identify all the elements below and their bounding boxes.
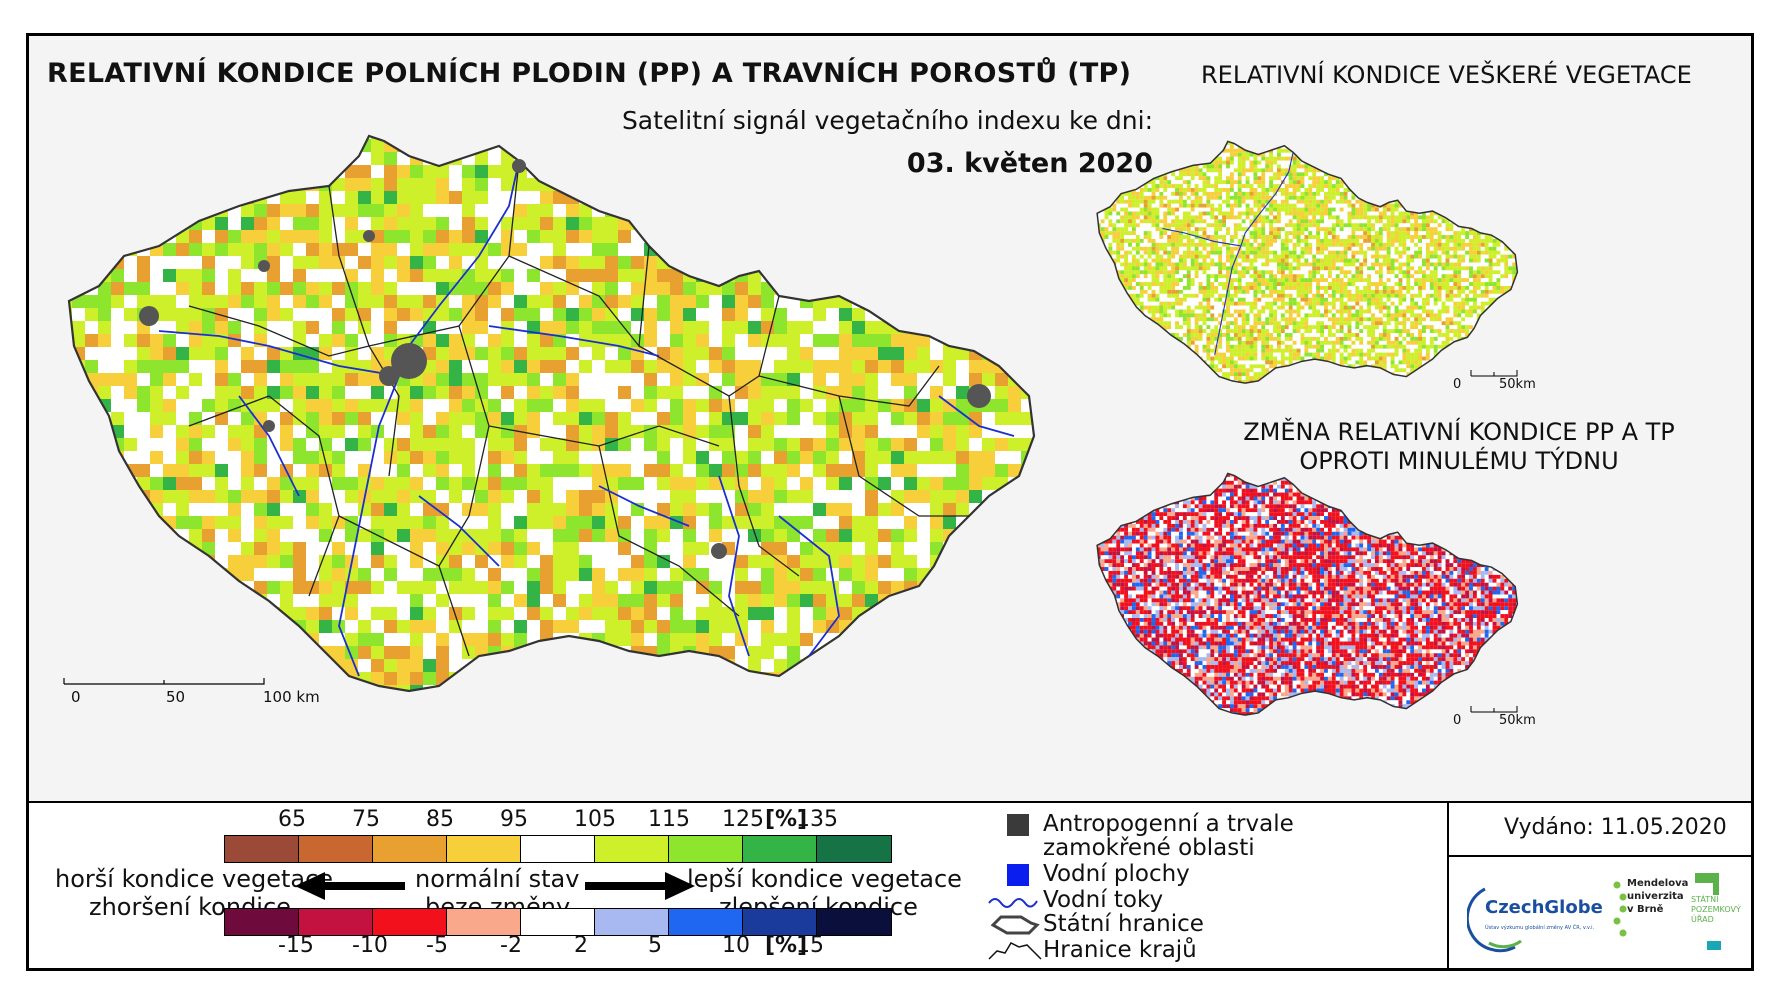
small-scale-0: 0 bbox=[1453, 377, 1462, 392]
region-border-icon bbox=[988, 941, 1042, 960]
arrow-left-icon bbox=[295, 872, 405, 900]
mendel-text: Mendelova univerzita v Brně bbox=[1627, 878, 1689, 915]
legend-swatch bbox=[521, 909, 595, 935]
map-frame: RELATIVNÍ KONDICE POLNÍCH PLODIN (PP) A … bbox=[26, 33, 1754, 971]
legend-swatch bbox=[225, 836, 299, 862]
change-color-bar bbox=[224, 908, 892, 936]
legend-swatch bbox=[817, 909, 891, 935]
legend-anthropogenic: Antropogenní a trvale bbox=[987, 811, 1294, 837]
small-scale-0b: 0 bbox=[1453, 713, 1462, 728]
river-line-icon bbox=[988, 897, 1038, 908]
legend-region-border: Hranice krajů bbox=[987, 937, 1197, 963]
legend-value: 95 bbox=[500, 807, 528, 832]
mendel-dots-icon bbox=[1613, 881, 1627, 937]
condition-unit: [%] bbox=[765, 807, 808, 832]
legend-swatch bbox=[373, 909, 447, 935]
scale-label-50: 50 bbox=[166, 688, 186, 706]
date-label: 03. květen 2020 bbox=[906, 148, 1153, 179]
legend-value: 115 bbox=[648, 807, 690, 832]
legend-state-border: Státní hranice bbox=[987, 911, 1204, 937]
subtitle: Satelitní signál vegetačního indexu ke d… bbox=[621, 106, 1153, 135]
legend-swatch bbox=[299, 836, 373, 862]
anthropogenic-square-icon bbox=[1007, 813, 1029, 836]
legend-value: 15 bbox=[796, 933, 824, 958]
czechglobe-text: CzechGlobe bbox=[1485, 897, 1603, 918]
logos-area: CzechGlobe Ústav výzkumu globální změny … bbox=[1467, 869, 1747, 961]
legend-swatch bbox=[447, 836, 521, 862]
water-area-square-icon bbox=[1007, 863, 1029, 886]
legend-value: 135 bbox=[796, 807, 838, 832]
arrow-right-icon bbox=[585, 872, 695, 900]
legend-swatch bbox=[669, 909, 743, 935]
legend-water-streams: Vodní toky bbox=[987, 887, 1163, 913]
change-unit: [%] bbox=[765, 933, 808, 958]
label-worse-condition: horší kondice vegetace bbox=[55, 865, 334, 893]
small-scale-50b: 50km bbox=[1499, 713, 1536, 728]
spu-logo bbox=[1695, 873, 1721, 950]
small-scale-bar-1 bbox=[1470, 370, 1518, 377]
legend-value: 2 bbox=[574, 933, 588, 958]
legend-swatch bbox=[373, 836, 447, 862]
spu-text: STÁTNÍ POZEMKOVÝ ÚŘAD bbox=[1691, 895, 1741, 924]
change-condition-map bbox=[1096, 472, 1519, 716]
legend-value: 75 bbox=[352, 807, 380, 832]
small-scale-50: 50km bbox=[1499, 377, 1536, 392]
legend-value: 65 bbox=[278, 807, 306, 832]
legend-swatch bbox=[743, 836, 817, 862]
state-border-icon bbox=[990, 915, 1040, 934]
right-title-change-line1: ZMĚNA RELATIVNÍ KONDICE PP A TP bbox=[1243, 418, 1675, 446]
scale-label-0: 0 bbox=[71, 688, 81, 706]
czechglobe-sub: Ústav výzkumu globální změny AV ČR, v.v.… bbox=[1485, 925, 1595, 931]
condition-color-bar bbox=[224, 835, 892, 863]
legend-swatch bbox=[299, 909, 373, 935]
legend-swatch bbox=[669, 836, 743, 862]
legend-anthropogenic-2: zamokřené oblasti bbox=[1043, 835, 1255, 861]
main-condition-map bbox=[63, 134, 1036, 693]
right-title-change: ZMĚNA RELATIVNÍ KONDICE PP A TP OPROTI M… bbox=[1199, 418, 1719, 476]
main-title: RELATIVNÍ KONDICE POLNÍCH PLODIN (PP) A … bbox=[47, 58, 1132, 89]
legend-value: 125 bbox=[722, 807, 764, 832]
legend-value: 105 bbox=[574, 807, 616, 832]
legend-swatch bbox=[225, 909, 299, 935]
legend-swatch bbox=[817, 836, 891, 862]
legend-value: 85 bbox=[426, 807, 454, 832]
legend-swatch bbox=[595, 909, 669, 935]
vegetation-condition-map bbox=[1096, 140, 1519, 384]
small-scale-bar-2 bbox=[1470, 706, 1518, 713]
legend-divider-h bbox=[1449, 855, 1751, 857]
legend-swatch bbox=[447, 909, 521, 935]
legend-water-areas: Vodní plochy bbox=[987, 861, 1190, 887]
legend-swatch bbox=[595, 836, 669, 862]
legend-value: 10 bbox=[722, 933, 750, 958]
legend-swatch bbox=[743, 909, 817, 935]
legend-value: 5 bbox=[648, 933, 662, 958]
label-normal: normální stav bbox=[415, 865, 580, 893]
legend-panel: 65 75 85 95 105 115 125 135 [%] horší kondice v… bbox=[29, 803, 1751, 968]
map-panel: RELATIVNÍ KONDICE POLNÍCH PLODIN (PP) A … bbox=[29, 36, 1751, 803]
czechglobe-logo bbox=[1467, 887, 1522, 953]
legend-value: -10 bbox=[352, 933, 388, 958]
issued-date: Vydáno: 11.05.2020 bbox=[1504, 815, 1727, 840]
legend-swatch bbox=[521, 836, 595, 862]
legend-value: -5 bbox=[426, 933, 448, 958]
right-title-vegetation: RELATIVNÍ KONDICE VEŠKERÉ VEGETACE bbox=[1201, 61, 1692, 89]
legend-value: -15 bbox=[278, 933, 314, 958]
scale-label-100: 100 km bbox=[263, 688, 320, 706]
direction-arrows bbox=[295, 872, 695, 900]
legend-value: -2 bbox=[500, 933, 522, 958]
legend-divider bbox=[1447, 803, 1449, 968]
label-better-condition: lepší kondice vegetace bbox=[687, 865, 962, 893]
right-title-change-line2: OPROTI MINULÉMU TÝDNU bbox=[1299, 447, 1619, 475]
